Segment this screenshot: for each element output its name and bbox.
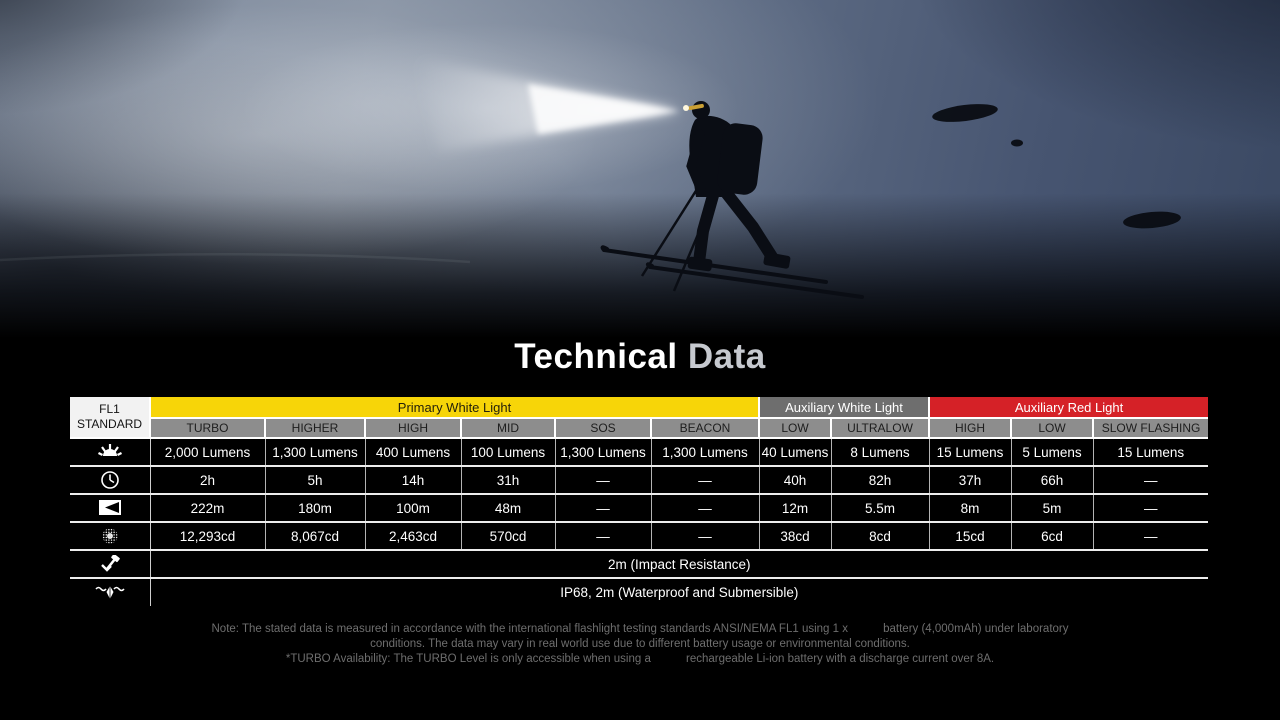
cell-beacon-intensity: —: [650, 522, 760, 550]
cell-slowflash-runtime: —: [1092, 466, 1209, 494]
group-primary-white-light: Primary White Light: [148, 396, 761, 419]
fl1-label: FL1: [99, 402, 120, 416]
cell-auxlow-distance: 12m: [758, 494, 832, 522]
cell-higher-intensity: 8,067cd: [264, 522, 366, 550]
table-row-beam-distance: 222m 180m 100m 48m — — 12m 5.5m 8m 5m —: [70, 494, 1209, 522]
beam-haze: [0, 5, 740, 265]
cell-higher-runtime: 5h: [264, 466, 366, 494]
cell-slowflash-distance: —: [1092, 494, 1209, 522]
cell-mid-distance: 48m: [460, 494, 556, 522]
ski-track: [0, 252, 471, 264]
cell-redlow-intensity: 6cd: [1010, 522, 1094, 550]
runtime-icon: [70, 466, 151, 494]
mode-header-ultralow: ULTRALOW: [830, 417, 931, 439]
fl1-standard-header: FL1 STANDARD: [69, 396, 151, 439]
cell-mid-intensity: 570cd: [460, 522, 556, 550]
mode-header-beacon: BEACON: [649, 417, 761, 439]
cell-higher-distance: 180m: [264, 494, 366, 522]
mode-header-slow-flashing: SLOW FLASHING: [1092, 417, 1210, 439]
headlamp-beam: [415, 58, 680, 152]
headlamp-icon: [683, 103, 704, 111]
rocks: [932, 104, 1181, 229]
mode-header-red-low: LOW: [1010, 417, 1095, 439]
cell-high-lumens: 400 Lumens: [364, 438, 462, 466]
brightness-icon: [70, 438, 151, 466]
cell-higher-lumens: 1,300 Lumens: [264, 438, 366, 466]
page-title-part1: Technical: [514, 337, 688, 376]
mode-header-turbo: TURBO: [149, 417, 266, 439]
cell-turbo-intensity: 12,293cd: [149, 522, 266, 550]
mode-header-high: HIGH: [364, 417, 462, 439]
cell-redhigh-intensity: 15cd: [928, 522, 1012, 550]
cell-redhigh-lumens: 15 Lumens: [928, 438, 1012, 466]
technical-data-table: FL1 STANDARD Primary White Light Auxilia…: [69, 396, 1210, 606]
footnote: Note: The stated data is measured in acc…: [0, 622, 1280, 667]
table-row-impact: 2m (Impact Resistance): [70, 550, 1209, 578]
cell-slowflash-intensity: —: [1092, 522, 1209, 550]
cell-sos-distance: —: [554, 494, 652, 522]
table-row-waterproof: IP68, 2m (Waterproof and Submersible): [70, 578, 1209, 606]
group-auxiliary-white-light: Auxiliary White Light: [758, 396, 931, 419]
waterproof-icon: [70, 578, 151, 606]
impact-resistance-icon: [70, 550, 151, 578]
skier-silhouette: [600, 101, 864, 299]
cell-ultralow-intensity: 8cd: [830, 522, 930, 550]
cell-auxlow-lumens: 40 Lumens: [758, 438, 832, 466]
cell-auxlow-intensity: 38cd: [758, 522, 832, 550]
beam-distance-icon: [70, 494, 151, 522]
cell-redhigh-distance: 8m: [928, 494, 1012, 522]
mode-header-red-high: HIGH: [928, 417, 1013, 439]
cell-redhigh-runtime: 37h: [928, 466, 1012, 494]
cell-high-runtime: 14h: [364, 466, 462, 494]
cell-beacon-lumens: 1,300 Lumens: [650, 438, 760, 466]
cell-high-intensity: 2,463cd: [364, 522, 462, 550]
cell-beacon-distance: —: [650, 494, 760, 522]
mode-header-higher: HIGHER: [264, 417, 366, 439]
group-auxiliary-red-light: Auxiliary Red Light: [928, 396, 1210, 419]
cell-sos-runtime: —: [554, 466, 652, 494]
cell-turbo-distance: 222m: [149, 494, 266, 522]
waterproof-value: IP68, 2m (Waterproof and Submersible): [149, 578, 1209, 606]
mode-header-mid: MID: [460, 417, 556, 439]
mode-header-aux-low: LOW: [758, 417, 833, 439]
cell-beacon-runtime: —: [650, 466, 760, 494]
footnote-line-2: conditions. The data may vary in real wo…: [370, 638, 910, 650]
cell-high-distance: 100m: [364, 494, 462, 522]
table-row-runtime: 2h 5h 14h 31h — — 40h 82h 37h 66h —: [70, 466, 1209, 494]
cell-ultralow-distance: 5.5m: [830, 494, 930, 522]
standard-label: STANDARD: [76, 417, 143, 431]
cell-mid-lumens: 100 Lumens: [460, 438, 556, 466]
table-row-peak-intensity: 12,293cd 8,067cd 2,463cd 570cd — — 38cd …: [70, 522, 1209, 550]
cell-ultralow-runtime: 82h: [830, 466, 930, 494]
peak-intensity-icon: [70, 522, 151, 550]
footnote-line-1: Note: The stated data is measured in acc…: [211, 623, 1069, 635]
cell-turbo-lumens: 2,000 Lumens: [149, 438, 266, 466]
hero-scene-graphic: [0, 5, 1181, 299]
cell-auxlow-runtime: 40h: [758, 466, 832, 494]
table-row-brightness: 2,000 Lumens 1,300 Lumens 400 Lumens 100…: [70, 438, 1209, 466]
footnote-line-3: *TURBO Availability: The TURBO Level is …: [285, 653, 995, 665]
cell-mid-runtime: 31h: [460, 466, 556, 494]
cell-redlow-distance: 5m: [1010, 494, 1094, 522]
cell-turbo-runtime: 2h: [149, 466, 266, 494]
cell-slowflash-lumens: 15 Lumens: [1092, 438, 1209, 466]
page-title-part2: Data: [687, 337, 766, 376]
hero-photo: [0, 0, 1280, 345]
impact-resistance-value: 2m (Impact Resistance): [149, 550, 1209, 578]
cell-ultralow-lumens: 8 Lumens: [830, 438, 930, 466]
page-title: Technical Data: [0, 337, 1280, 377]
cell-sos-intensity: —: [554, 522, 652, 550]
cell-redlow-runtime: 66h: [1010, 466, 1094, 494]
cell-redlow-lumens: 5 Lumens: [1010, 438, 1094, 466]
mode-header-sos: SOS: [554, 417, 652, 439]
cell-sos-lumens: 1,300 Lumens: [554, 438, 652, 466]
